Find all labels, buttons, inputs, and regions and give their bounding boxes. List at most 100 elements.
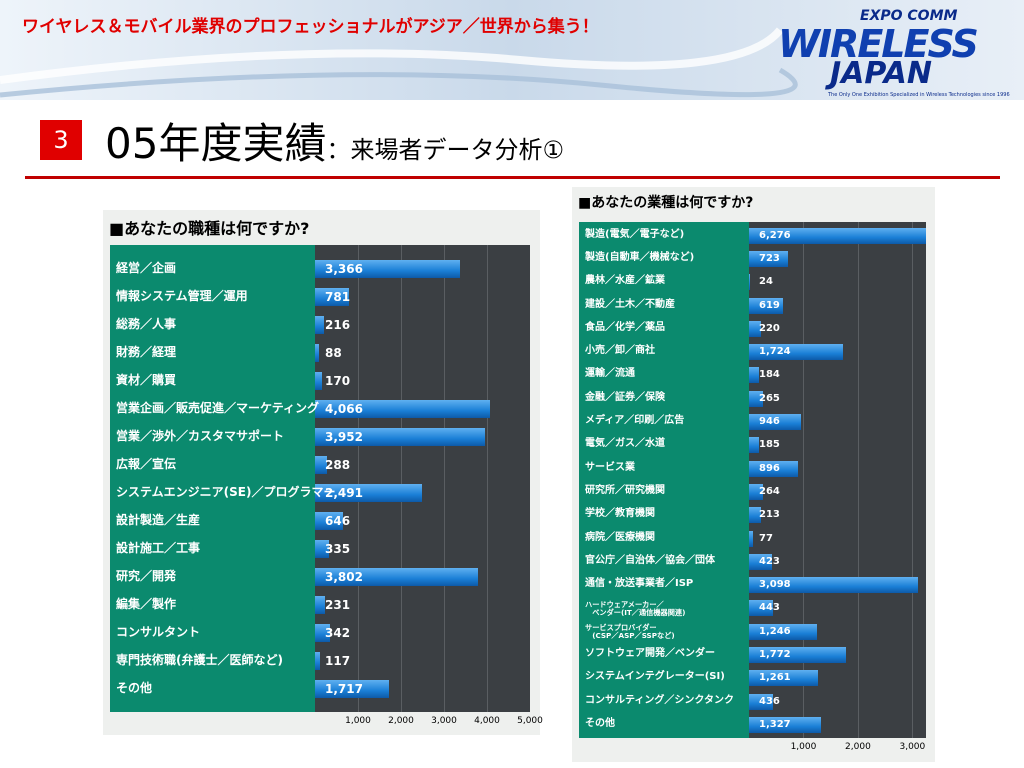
grid-line: [401, 245, 402, 712]
bar: [315, 512, 343, 530]
category-label: 財務／経理: [116, 344, 177, 359]
category-panel: [579, 222, 749, 738]
banner: [0, 0, 1024, 100]
category-label: 専門技術職(弁護士／医師など): [116, 652, 283, 667]
value-label: 1,327: [759, 718, 791, 730]
category-label: ハードウェアメーカー／ ベンダー(IT／通信機器関連): [585, 599, 686, 617]
category-label: 情報システム管理／運用: [116, 288, 248, 303]
x-tick-label: 2,000: [845, 742, 871, 752]
value-label: 264: [759, 485, 780, 497]
value-label: 423: [759, 555, 780, 567]
category-label: 電気／ガス／水道: [585, 438, 665, 450]
bar: [315, 568, 479, 586]
value-label: 2,491: [325, 485, 363, 500]
logo-line2: JAPAN: [830, 56, 932, 91]
category-label: 製造(自動車／機械など): [585, 251, 695, 263]
bar: [749, 227, 926, 244]
category-label: サービスプロバイダー (CSP／ASP／SSPなど): [585, 623, 675, 640]
value-label: 77: [759, 532, 773, 544]
tagline: ワイヤレス＆モバイル業界のプロフェッショナルがアジア／世界から集う！: [22, 17, 599, 37]
bar: [749, 344, 843, 361]
category-label: その他: [585, 717, 615, 729]
logo-top: EXPO COMM: [860, 8, 958, 24]
category-label: 広報／宣伝: [116, 456, 177, 471]
bar: [315, 484, 423, 502]
value-label: 213: [759, 509, 780, 521]
bar: [315, 624, 330, 642]
x-tick-label: 2,000: [388, 716, 414, 726]
bar: [749, 623, 817, 640]
value-label: 265: [759, 392, 780, 404]
value-label: 646: [325, 513, 351, 528]
value-label: 1,724: [759, 346, 791, 358]
category-label: 設計施工／工事: [116, 540, 201, 555]
bar: [749, 297, 783, 314]
x-tick-label: 3,000: [431, 716, 457, 726]
bar: [315, 316, 325, 334]
category-label: コンサルタント: [116, 624, 201, 639]
value-label: 335: [325, 541, 351, 556]
value-label: 896: [759, 462, 780, 474]
category-label: 小売／卸／商社: [585, 345, 655, 357]
title: 05年度実績: [105, 119, 327, 168]
category-panel: [110, 245, 315, 712]
category-label: 学校／教育機関: [585, 508, 655, 520]
value-label: 443: [759, 602, 780, 614]
value-label: 436: [759, 695, 780, 707]
plot-area: [315, 245, 530, 712]
x-tick-label: 1,000: [790, 742, 817, 752]
x-tick-label: 1,000: [345, 716, 371, 726]
value-label: 1,246: [759, 625, 791, 637]
grid-line: [358, 245, 359, 712]
value-label: 288: [325, 457, 351, 472]
grid-line: [803, 222, 805, 738]
value-label: 231: [325, 597, 351, 612]
category-label: 官公庁／自治体／協会／団体: [585, 554, 715, 566]
bar: [315, 540, 330, 558]
category-label: その他: [116, 680, 153, 695]
slide-title: 05年度実績：来場者データ分析①: [105, 110, 564, 171]
bar: [749, 274, 751, 291]
plot-area: [749, 222, 926, 738]
bar: [749, 600, 774, 617]
bar: [749, 530, 754, 547]
bar: [749, 670, 818, 687]
category-label: 営業企画／販売促進／マーケティング: [116, 400, 320, 415]
bar: [315, 596, 325, 614]
bar: [749, 250, 789, 267]
bar: [749, 367, 760, 384]
logo-line1: WIRELESS: [778, 22, 979, 66]
category-label: 通信・放送事業者／ISP: [585, 578, 694, 590]
bar: [749, 437, 760, 454]
category-label: 営業／渉外／カスタマサポート: [116, 428, 285, 443]
bar: [315, 652, 321, 670]
x-tick-label: 5,000: [517, 716, 543, 726]
value-label: 3,098: [759, 579, 791, 591]
category-label: 総務／人事: [116, 316, 177, 331]
value-label: 220: [759, 322, 780, 334]
bar: [315, 428, 485, 446]
bar: [749, 414, 801, 431]
bar: [315, 456, 328, 474]
logo-sub: The Only One Exhibition Specialized in W…: [828, 92, 1010, 98]
category-label: コンサルティング／シンクタンク: [585, 694, 734, 706]
value-label: 1,261: [759, 672, 791, 684]
category-label: システムエンジニア(SE)／プログラマー: [116, 484, 336, 499]
value-label: 216: [325, 317, 351, 332]
bar: [749, 320, 761, 337]
bar: [749, 553, 773, 570]
category-label: 食品／化学／薬品: [585, 321, 665, 333]
category-label: 運輸／流通: [585, 368, 635, 380]
value-label: 24: [759, 276, 773, 288]
value-label: 619: [759, 299, 780, 311]
category-label: 研究所／研究機関: [585, 484, 665, 496]
x-tick-label: 3,000: [899, 742, 926, 752]
category-label: 経営／企画: [116, 260, 177, 275]
category-label: 病院／医療機関: [585, 531, 655, 543]
category-label: 農林／水産／鉱業: [585, 275, 665, 287]
category-label: ソフトウェア開発／ベンダー: [585, 648, 715, 660]
grid-line: [912, 222, 914, 738]
bar: [315, 372, 323, 390]
grid-line: [487, 245, 488, 712]
